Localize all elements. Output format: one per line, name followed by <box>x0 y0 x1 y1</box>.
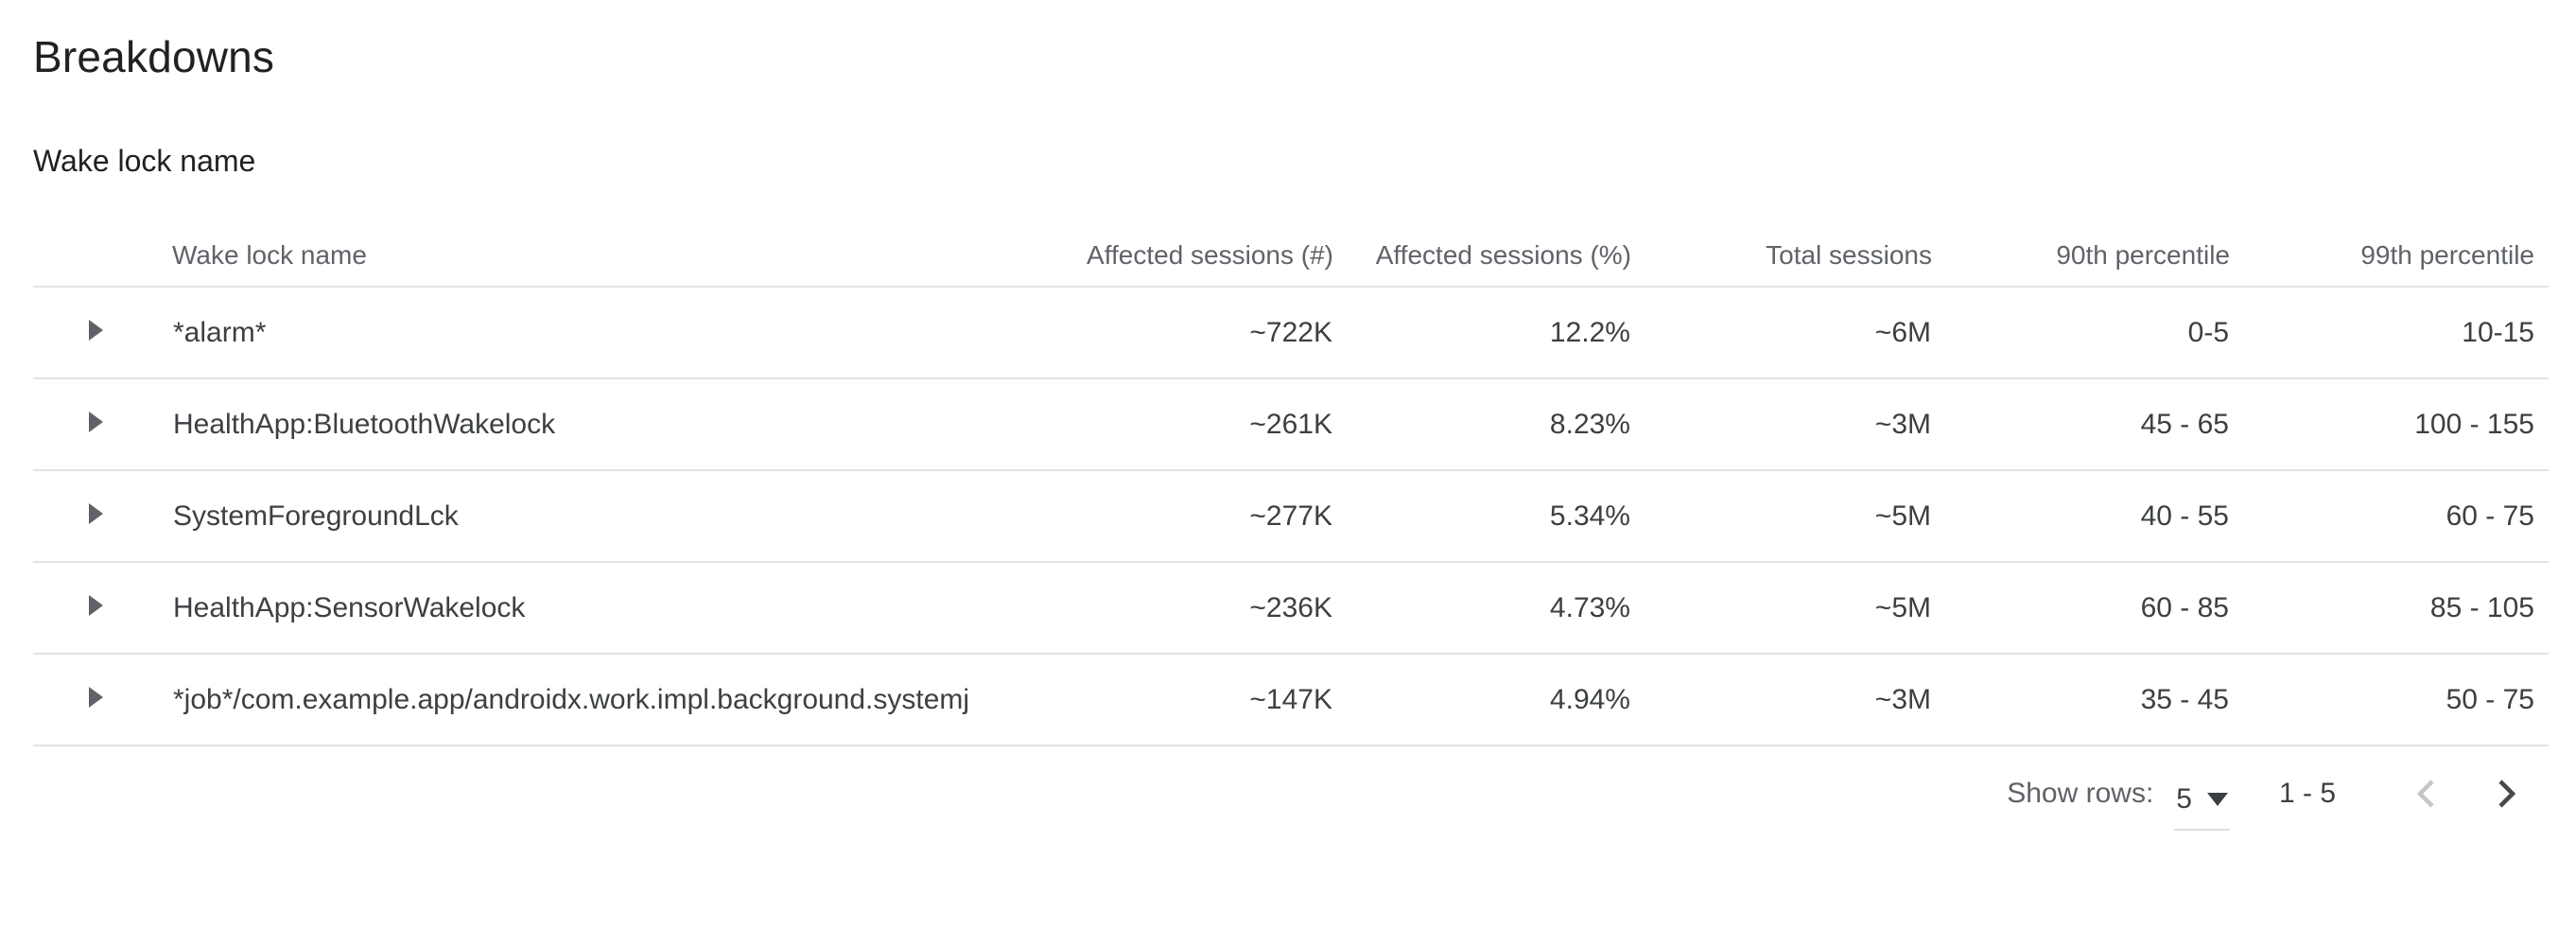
expand-cell <box>33 378 172 471</box>
dropdown-arrow-icon <box>2206 793 2228 806</box>
next-page-button[interactable] <box>2489 776 2523 812</box>
expand-row-button[interactable] <box>88 594 104 617</box>
column-header-99th-percentile: 99th percentile <box>2230 212 2549 288</box>
cell-99th-percentile: 50 - 75 <box>2230 654 2549 746</box>
column-header-expand <box>33 212 172 288</box>
expand-cell <box>33 470 172 563</box>
cell-affected-sessions-count: ~147K <box>1036 654 1333 746</box>
table-row: *alarm* ~722K 12.2% ~6M 0-5 10-15 <box>33 287 2549 379</box>
cell-total-sessions: ~3M <box>1631 654 1932 746</box>
column-header-affected-sessions-count: Affected sessions (#) <box>1036 212 1333 288</box>
table-row: *job*/com.example.app/androidx.work.impl… <box>33 654 2549 746</box>
chevron-left-icon <box>2416 780 2434 808</box>
expand-arrow-icon <box>89 411 103 432</box>
table-row: HealthApp:SensorWakelock ~236K 4.73% ~5M… <box>33 562 2549 655</box>
expand-row-button[interactable] <box>88 686 104 709</box>
expand-cell <box>33 562 172 655</box>
expand-row-button[interactable] <box>88 411 104 433</box>
cell-99th-percentile: 60 - 75 <box>2230 470 2549 563</box>
column-header-90th-percentile: 90th percentile <box>1932 212 2230 288</box>
cell-affected-sessions-pct: 12.2% <box>1333 287 1631 379</box>
column-header-total-sessions: Total sessions <box>1631 212 1932 288</box>
table-row: HealthApp:BluetoothWakelock ~261K 8.23% … <box>33 378 2549 471</box>
rows-per-page-value: 5 <box>2176 783 2192 815</box>
column-header-wake-lock-name: Wake lock name <box>172 212 1036 288</box>
expand-arrow-icon <box>89 502 103 524</box>
expand-row-button[interactable] <box>88 502 104 525</box>
cell-affected-sessions-pct: 8.23% <box>1333 378 1631 471</box>
wake-lock-table: Wake lock name Affected sessions (#) Aff… <box>33 212 2549 746</box>
cell-wake-lock-name: *job*/com.example.app/androidx.work.impl… <box>172 654 1036 746</box>
cell-99th-percentile: 100 - 155 <box>2230 378 2549 471</box>
table-header-row: Wake lock name Affected sessions (#) Aff… <box>33 212 2549 288</box>
section-title: Wake lock name <box>33 144 256 178</box>
cell-90th-percentile: 40 - 55 <box>1932 470 2230 563</box>
cell-90th-percentile: 0-5 <box>1932 287 2230 379</box>
cell-90th-percentile: 35 - 45 <box>1932 654 2230 746</box>
chevron-right-icon <box>2498 780 2516 808</box>
cell-wake-lock-name: HealthApp:BluetoothWakelock <box>172 378 1036 471</box>
cell-affected-sessions-pct: 4.94% <box>1333 654 1631 746</box>
cell-total-sessions: ~6M <box>1631 287 1932 379</box>
cell-wake-lock-name: HealthApp:SensorWakelock <box>172 562 1036 655</box>
cell-wake-lock-name: *alarm* <box>172 287 1036 379</box>
cell-90th-percentile: 45 - 65 <box>1932 378 2230 471</box>
cell-affected-sessions-count: ~261K <box>1036 378 1333 471</box>
rows-per-page-select[interactable]: 5 <box>2174 778 2230 831</box>
expand-cell <box>33 654 172 746</box>
pagination-range: 1 - 5 <box>2278 778 2336 809</box>
cell-99th-percentile: 85 - 105 <box>2230 562 2549 655</box>
cell-90th-percentile: 60 - 85 <box>1932 562 2230 655</box>
cell-affected-sessions-count: ~722K <box>1036 287 1333 379</box>
table-pagination-bar: Show rows: 5 1 - 5 <box>33 746 2549 841</box>
page-title: Breakdowns <box>33 32 275 81</box>
cell-total-sessions: ~3M <box>1631 378 1932 471</box>
cell-affected-sessions-count: ~236K <box>1036 562 1333 655</box>
cell-total-sessions: ~5M <box>1631 470 1932 563</box>
table-row: SystemForegroundLck ~277K 5.34% ~5M 40 -… <box>33 470 2549 563</box>
expand-arrow-icon <box>89 594 103 616</box>
expand-cell <box>33 287 172 379</box>
cell-affected-sessions-count: ~277K <box>1036 470 1333 563</box>
cell-total-sessions: ~5M <box>1631 562 1932 655</box>
expand-arrow-icon <box>89 319 103 341</box>
breakdowns-page: Breakdowns Wake lock name Wake lock name… <box>0 30 2576 929</box>
column-header-affected-sessions-pct: Affected sessions (%) <box>1333 212 1631 288</box>
show-rows-label: Show rows: <box>2007 778 2154 809</box>
expand-row-button[interactable] <box>88 319 104 342</box>
cell-affected-sessions-pct: 4.73% <box>1333 562 1631 655</box>
cell-wake-lock-name: SystemForegroundLck <box>172 470 1036 563</box>
expand-arrow-icon <box>89 686 103 708</box>
cell-affected-sessions-pct: 5.34% <box>1333 470 1631 563</box>
cell-99th-percentile: 10-15 <box>2230 287 2549 379</box>
previous-page-button[interactable] <box>2410 776 2444 812</box>
